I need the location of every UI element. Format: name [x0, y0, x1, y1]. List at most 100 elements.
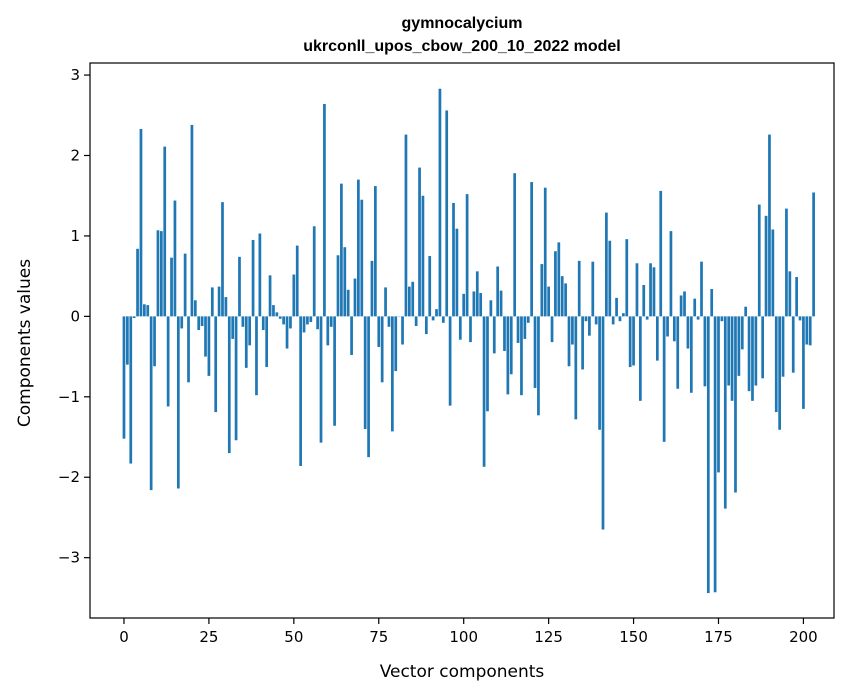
bar: [720, 316, 724, 322]
bar: [122, 316, 126, 439]
bar: [734, 316, 737, 493]
bar: [404, 134, 408, 317]
bar: [346, 289, 350, 317]
bar: [652, 267, 656, 317]
bar: [727, 316, 731, 386]
bar: [676, 316, 680, 389]
bar: [407, 286, 411, 317]
bar: [302, 316, 306, 333]
bar: [370, 260, 374, 317]
bar: [499, 290, 503, 317]
bar: [295, 245, 299, 317]
plot-area-frame: [89, 62, 835, 619]
x-tick-label: 25: [199, 628, 218, 646]
bar: [523, 316, 527, 339]
bar: [374, 186, 377, 317]
bar: [231, 316, 235, 339]
bar: [791, 316, 795, 373]
bar: [615, 297, 618, 317]
bar: [156, 230, 160, 317]
bar: [774, 316, 778, 413]
bar: [795, 276, 798, 317]
bar: [618, 316, 622, 322]
bar: [655, 316, 659, 361]
y-axis-ticks: 3 2 1 0 −1 −2 −3: [58, 66, 90, 567]
bar: [649, 263, 652, 317]
bar: [285, 316, 289, 349]
bar: [462, 293, 466, 317]
bar: [659, 190, 663, 317]
bar: [611, 316, 615, 325]
bar: [571, 316, 574, 345]
y-tick-label: 0: [70, 307, 80, 325]
bar: [628, 316, 632, 368]
bar: [261, 316, 265, 331]
bar: [336, 255, 340, 317]
bar: [445, 110, 449, 317]
bar: [197, 316, 201, 331]
bar: [238, 256, 241, 317]
bar: [166, 316, 170, 407]
bar: [635, 263, 639, 317]
bar: [567, 316, 571, 367]
bar: [550, 316, 554, 343]
bar: [132, 316, 136, 318]
bar: [469, 316, 472, 343]
bar: [180, 316, 184, 329]
bar: [214, 316, 218, 413]
y-tick-label: 3: [70, 66, 80, 84]
bar: [588, 316, 591, 336]
x-axis-label: Vector components: [380, 662, 545, 682]
bar: [326, 316, 330, 346]
bar: [686, 316, 690, 349]
bar: [703, 316, 707, 387]
x-tick-label: 200: [789, 628, 818, 646]
bar: [204, 316, 207, 357]
y-tick-label: −1: [58, 388, 80, 406]
bar: [696, 316, 700, 320]
x-tick-label: 150: [619, 628, 648, 646]
bar: [323, 104, 326, 317]
bar: [129, 316, 133, 464]
bar: [564, 283, 567, 317]
bar: [577, 260, 581, 317]
bar: [136, 248, 139, 317]
bar: [543, 187, 547, 317]
bar: [255, 316, 258, 396]
bar: [190, 124, 194, 317]
bar: [625, 239, 629, 317]
bar: [258, 233, 262, 317]
bar: [489, 300, 493, 317]
bar: [183, 253, 187, 317]
bar: [193, 300, 197, 317]
bar: [424, 316, 428, 335]
bar: [594, 316, 598, 325]
bar: [581, 316, 584, 370]
bar: [272, 305, 275, 317]
bar: [683, 291, 686, 317]
bar: [173, 200, 177, 317]
bar: [744, 306, 748, 317]
bar: [227, 316, 231, 454]
bar: [693, 298, 697, 317]
bar: [289, 316, 292, 329]
bar: [812, 192, 815, 317]
chart-title-line-1: gymnocalycium: [402, 15, 523, 32]
bar: [353, 278, 357, 317]
bar: [275, 312, 279, 317]
bar: [367, 316, 370, 458]
bar: [520, 316, 523, 396]
bar: [455, 228, 459, 317]
bar: [530, 182, 533, 317]
bar: [244, 316, 248, 368]
bar: [788, 271, 792, 317]
bar: [492, 316, 496, 354]
bar: [689, 316, 693, 393]
bar: [414, 316, 418, 327]
bar: [153, 316, 156, 367]
bar: [737, 316, 741, 376]
bar: [438, 88, 442, 317]
bar: [717, 316, 720, 473]
bar: [516, 316, 520, 343]
